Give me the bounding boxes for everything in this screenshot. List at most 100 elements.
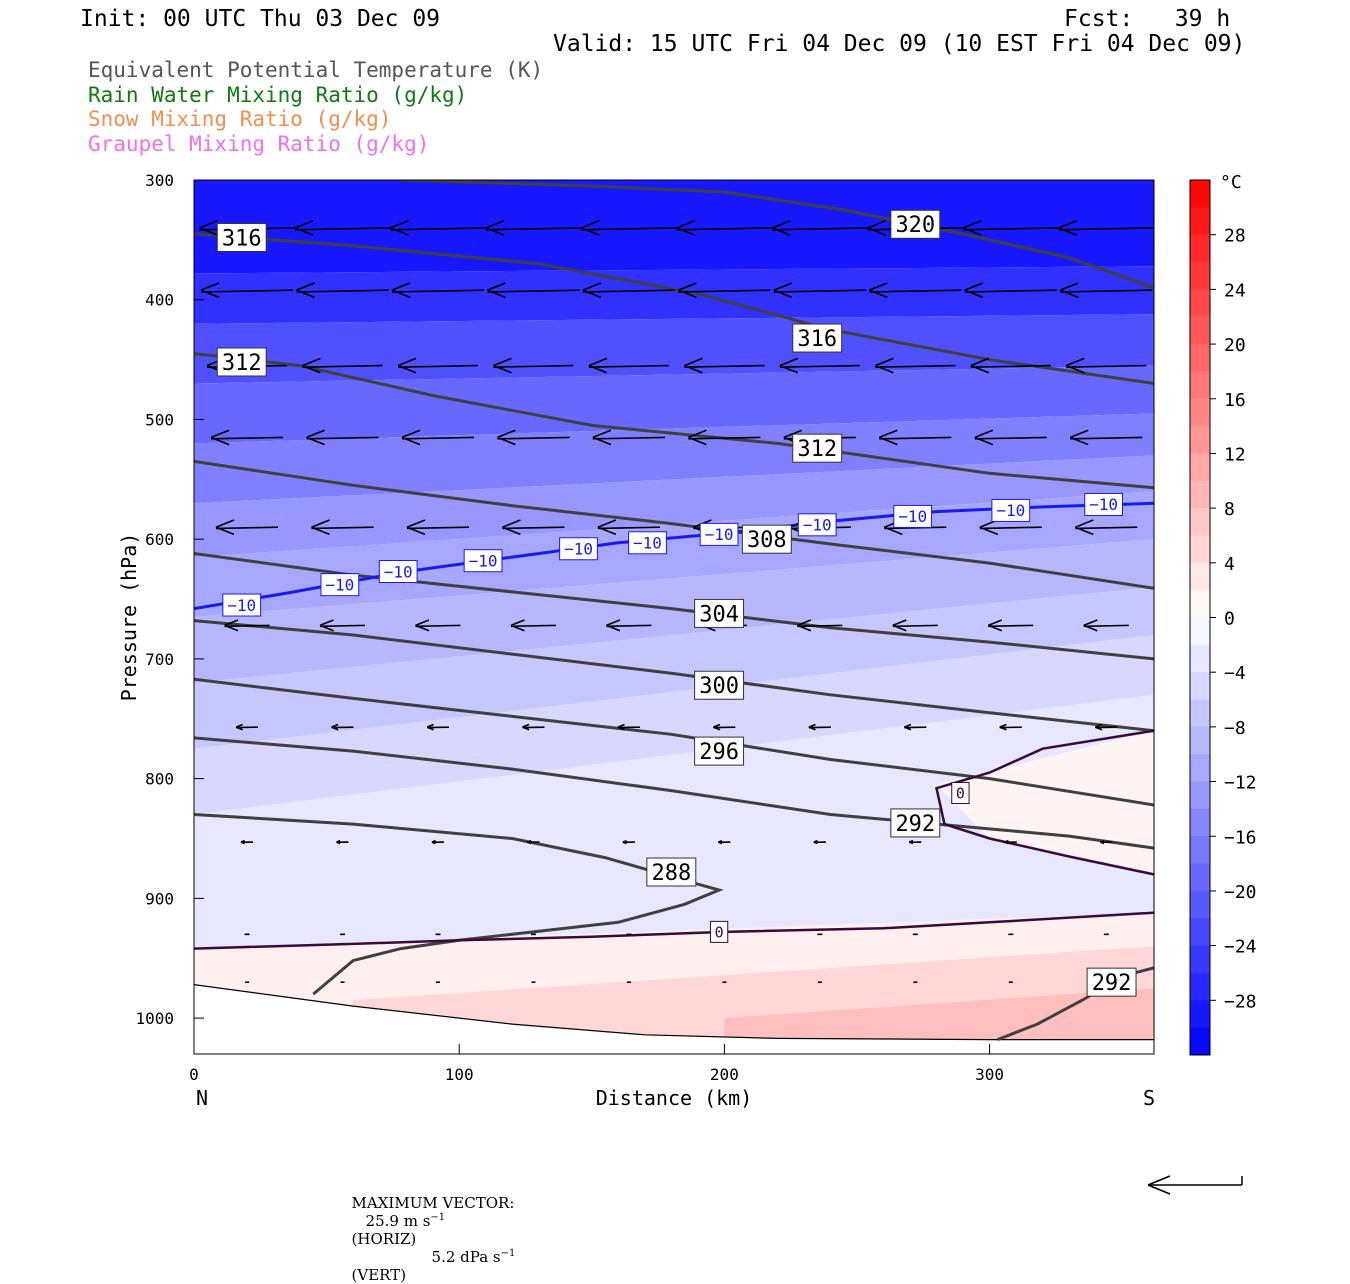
colorbar-segment bbox=[1190, 453, 1210, 481]
north-end-label: N bbox=[196, 1086, 208, 1110]
isotherm-label: −10 bbox=[894, 505, 932, 527]
isotherm-label-text: 0 bbox=[956, 784, 965, 802]
isotherm-label-text: −10 bbox=[705, 525, 734, 544]
theta-e-label: 296 bbox=[695, 737, 744, 765]
isotherm-label: −10 bbox=[992, 499, 1030, 521]
theta-e-label-text: 312 bbox=[797, 437, 837, 462]
colorbar-segment bbox=[1190, 672, 1210, 700]
colorbar-label: 20 bbox=[1224, 335, 1246, 356]
vert-exponent: −1 bbox=[501, 1248, 516, 1259]
colorbar-label: −28 bbox=[1224, 991, 1257, 1012]
colorbar-segment bbox=[1190, 754, 1210, 782]
temperature-shading bbox=[194, 180, 1154, 1054]
isotherm-label-text: −10 bbox=[996, 501, 1025, 520]
isotherm-label: −10 bbox=[1085, 493, 1123, 515]
x-tick-label: 200 bbox=[710, 1065, 739, 1084]
theta-e-label: 292 bbox=[1087, 968, 1136, 996]
colorbar-segment bbox=[1190, 563, 1210, 591]
isotherm-label: −10 bbox=[321, 574, 359, 596]
colorbar-segment bbox=[1190, 727, 1210, 755]
theta-e-label-text: 316 bbox=[797, 327, 837, 352]
colorbar-segment bbox=[1190, 1000, 1210, 1028]
vert-max-value: 5.2 dPa s bbox=[432, 1248, 501, 1266]
theta-e-label: 292 bbox=[891, 809, 940, 837]
colorbar-label: −20 bbox=[1224, 882, 1257, 903]
colorbar-segment bbox=[1190, 399, 1210, 427]
y-tick-label: 800 bbox=[145, 770, 174, 789]
colorbar-label: 4 bbox=[1224, 554, 1235, 575]
wind-shaft bbox=[988, 625, 1033, 626]
colorbar-segment bbox=[1190, 344, 1210, 372]
colorbar-segment bbox=[1190, 590, 1210, 618]
isotherm-label: −10 bbox=[379, 561, 417, 583]
cross-section-chart: 320316316312312308304300296292288292−10−… bbox=[0, 0, 1350, 1170]
colorbar-label: −8 bbox=[1224, 718, 1246, 739]
theta-e-label: 312 bbox=[793, 434, 842, 462]
max-vector-arrow-icon bbox=[1140, 1172, 1250, 1200]
y-tick-label: 400 bbox=[145, 291, 174, 310]
colorbar-segment bbox=[1190, 973, 1210, 1001]
theta-e-label: 304 bbox=[695, 599, 744, 627]
y-tick-label: 1000 bbox=[135, 1009, 174, 1028]
isotherm-label-text: −10 bbox=[803, 516, 832, 535]
isotherm-label: 0 bbox=[710, 921, 727, 942]
y-tick-label: 900 bbox=[145, 889, 174, 908]
colorbar-segment bbox=[1190, 836, 1210, 864]
x-tick-label: 0 bbox=[189, 1065, 199, 1084]
colorbar-label: −24 bbox=[1224, 937, 1257, 958]
colorbar-segment bbox=[1190, 809, 1210, 837]
colorbar-label: 28 bbox=[1224, 226, 1246, 247]
max-vector-footer: MAXIMUM VECTOR: 25.9 m s−1 (HORIZ) 5.2 d… bbox=[342, 1176, 515, 1284]
colorbar-label: −12 bbox=[1224, 773, 1257, 794]
max-vector-label: MAXIMUM VECTOR: bbox=[352, 1194, 515, 1212]
isotherm-label: −10 bbox=[223, 594, 261, 616]
colorbar-segment bbox=[1190, 317, 1210, 345]
horiz-exponent: −1 bbox=[430, 1212, 445, 1223]
horiz-unit: (HORIZ) bbox=[352, 1230, 417, 1248]
colorbar-segment bbox=[1190, 645, 1210, 673]
colorbar-segment bbox=[1190, 508, 1210, 536]
theta-e-label: 300 bbox=[695, 671, 744, 699]
theta-e-label: 316 bbox=[793, 324, 842, 352]
vert-unit: (VERT) bbox=[352, 1266, 407, 1284]
theta-e-label-text: 300 bbox=[699, 674, 739, 699]
isotherm-label-text: −10 bbox=[325, 575, 354, 594]
y-tick-label: 700 bbox=[145, 650, 174, 669]
x-axis-title: Distance (km) bbox=[596, 1086, 753, 1110]
isotherm-label: 0 bbox=[952, 782, 969, 803]
colorbar-label: 8 bbox=[1224, 499, 1235, 520]
isotherm-label: −10 bbox=[629, 532, 667, 554]
theta-e-label-text: 292 bbox=[1092, 971, 1132, 996]
isotherm-label-text: −10 bbox=[469, 551, 498, 570]
theta-e-label-text: 312 bbox=[222, 351, 262, 376]
isotherm-label-text: −10 bbox=[384, 562, 413, 581]
theta-e-label-text: 292 bbox=[895, 812, 935, 837]
isotherm-label-text: −10 bbox=[227, 596, 256, 615]
colorbar-segment bbox=[1190, 235, 1210, 263]
theta-e-label-text: 308 bbox=[747, 528, 787, 553]
y-tick-label: 300 bbox=[145, 171, 174, 190]
colorbar-segment bbox=[1190, 700, 1210, 728]
horiz-max-value: 25.9 m s bbox=[366, 1212, 431, 1230]
theta-e-label-text: 304 bbox=[699, 602, 739, 627]
theta-e-label: 308 bbox=[742, 525, 791, 553]
isotherm-label-text: −10 bbox=[633, 534, 662, 553]
colorbar-segment bbox=[1190, 618, 1210, 646]
colorbar-unit: °C bbox=[1220, 172, 1242, 193]
isotherm-label-text: −10 bbox=[1089, 495, 1118, 514]
colorbar-segment bbox=[1190, 535, 1210, 563]
colorbar-segment bbox=[1190, 180, 1210, 208]
y-axis-title: Pressure (hPa) bbox=[117, 533, 141, 702]
isotherm-label-text: −10 bbox=[564, 540, 593, 559]
wind-shaft bbox=[415, 625, 460, 626]
isotherm-label: −10 bbox=[464, 550, 502, 572]
theta-e-label-text: 320 bbox=[895, 213, 935, 238]
isotherm-label-text: −10 bbox=[898, 507, 927, 526]
colorbar-label: 0 bbox=[1224, 609, 1235, 630]
colorbar-segment bbox=[1190, 891, 1210, 919]
colorbar-segment bbox=[1190, 1028, 1210, 1056]
wind-shaft bbox=[225, 625, 270, 626]
y-tick-label: 500 bbox=[145, 410, 174, 429]
theta-e-label: 312 bbox=[217, 348, 266, 376]
